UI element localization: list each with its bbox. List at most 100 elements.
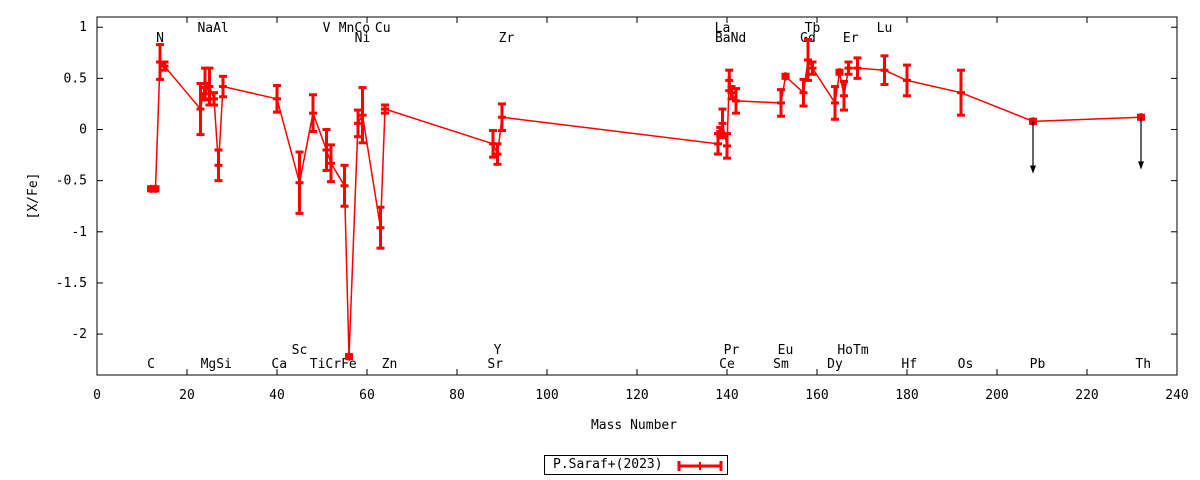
- element-label-hotm: HoTm: [837, 343, 868, 358]
- element-label-ca: Ca: [271, 357, 287, 372]
- y-tick-label: 0: [79, 123, 87, 138]
- element-label-lu: Lu: [877, 21, 893, 36]
- element-label-ce: Ce: [719, 357, 735, 372]
- element-label-la: La: [715, 21, 731, 36]
- x-tick-label: 140: [715, 388, 738, 403]
- data-point: [156, 43, 164, 81]
- data-point: [214, 148, 223, 183]
- data-point: [723, 132, 731, 160]
- data-point: [327, 143, 335, 184]
- element-label-naal: NaAl: [197, 21, 228, 36]
- data-point: [903, 63, 911, 98]
- y-tick-label: 0.5: [64, 71, 87, 86]
- element-label-tb: Tb: [805, 21, 821, 36]
- element-label-hf: Hf: [901, 357, 917, 372]
- element-label-eu: Eu: [778, 343, 794, 358]
- legend-label: P.Saraf+(2023): [553, 457, 663, 472]
- element-label-y: Y: [494, 343, 502, 358]
- x-tick-label: 20: [179, 388, 195, 403]
- element-label-sr: Sr: [487, 357, 503, 372]
- element-label-zn: Zn: [382, 357, 398, 372]
- data-point: [840, 79, 848, 112]
- element-label-pb: Pb: [1030, 357, 1046, 372]
- x-tick-label: 80: [449, 388, 465, 403]
- element-label-os: Os: [958, 357, 974, 372]
- x-tick-label: 60: [359, 388, 375, 403]
- element-label-c: C: [147, 357, 155, 372]
- element-label-n: N: [156, 31, 164, 46]
- upper-limit-arrowhead: [1138, 161, 1144, 170]
- element-label-sm: Sm: [773, 357, 789, 372]
- y-tick-label: 1: [79, 20, 87, 35]
- y-tick-label: -0.5: [56, 174, 87, 189]
- data-point: [732, 87, 740, 115]
- data-point: [354, 108, 362, 139]
- data-point: [309, 93, 317, 134]
- data-point: [295, 150, 304, 215]
- x-tick-label: 120: [625, 388, 648, 403]
- data-point: [210, 91, 218, 107]
- data-point: [151, 184, 160, 193]
- x-tick-label: 40: [269, 388, 285, 403]
- series-p-saraf-2023: [147, 38, 1145, 361]
- element-label-dy: Dy: [827, 357, 843, 372]
- x-tick-label: 220: [1075, 388, 1098, 403]
- element-label-ticrfe: TiCrFe: [310, 357, 357, 372]
- data-point: [853, 56, 862, 80]
- data-point: [808, 60, 817, 76]
- x-tick-label: 100: [535, 388, 558, 403]
- data-point: [493, 142, 502, 166]
- y-tick-label: -1: [71, 225, 87, 240]
- data-point: [799, 77, 808, 108]
- data-point: [781, 72, 790, 81]
- element-label-er: Er: [843, 31, 859, 46]
- x-tick-label: 240: [1165, 388, 1188, 403]
- data-point: [381, 103, 389, 115]
- data-point: [322, 128, 331, 172]
- data-point: [777, 88, 785, 118]
- data-point: [376, 205, 385, 250]
- element-label-sc: Sc: [292, 343, 308, 358]
- data-point: [489, 129, 497, 159]
- data-point: [718, 107, 727, 140]
- upper-limit-arrowhead: [1030, 165, 1036, 174]
- plot-frame: [96, 16, 1178, 376]
- data-point: [345, 352, 353, 361]
- legend-line-swatch: [677, 461, 723, 471]
- data-point: [727, 85, 736, 101]
- element-label-band: BaNd: [715, 31, 746, 46]
- x-tick-label: 0: [93, 388, 101, 403]
- data-point: [957, 68, 965, 117]
- y-axis-label: [X/Fe]: [26, 173, 41, 220]
- data-point: [844, 60, 853, 76]
- element-label-mgsi: MgSi: [201, 357, 232, 372]
- element-label-mnco: MnCo: [339, 21, 370, 36]
- data-point: [880, 54, 889, 87]
- element-label-v: V: [323, 21, 331, 36]
- x-tick-label: 160: [805, 388, 828, 403]
- legend: P.Saraf+(2023): [544, 455, 728, 475]
- data-point: [160, 60, 169, 72]
- data-point: [831, 85, 839, 121]
- y-tick-label: -1.5: [56, 276, 87, 291]
- y-tick-label: -2: [71, 327, 87, 342]
- element-label-cu: Cu: [375, 21, 391, 36]
- x-tick-label: 200: [985, 388, 1008, 403]
- element-labels: NNaAlVMnCoNiCuZrLaBaNdTbGdErLuScYPrEuHoT…: [147, 21, 1151, 372]
- data-point: [498, 102, 506, 133]
- data-point: [273, 84, 281, 114]
- data-point: [219, 74, 227, 99]
- element-label-th: Th: [1135, 357, 1151, 372]
- x-tick-label: 180: [895, 388, 918, 403]
- data-point: [340, 163, 349, 208]
- data-point: [1137, 113, 1145, 170]
- x-axis-label: Mass Number: [591, 418, 677, 433]
- data-point: [358, 86, 367, 145]
- element-label-ni: Ni: [355, 31, 371, 46]
- element-label-pr: Pr: [724, 343, 740, 358]
- element-label-zr: Zr: [499, 31, 515, 46]
- axes: 0 20 40 60 80 100 120 140 160 180 200 220 240 1 0.5 0 -0…: [56, 16, 1189, 403]
- data-point: [835, 68, 844, 77]
- data-point: [1029, 117, 1037, 174]
